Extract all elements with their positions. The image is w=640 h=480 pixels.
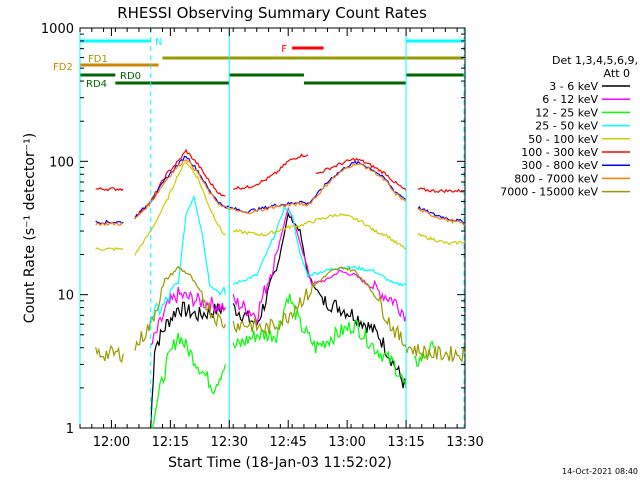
y-tick-label: 1 — [66, 422, 74, 437]
legend-item-label: 300 - 800 keV — [521, 159, 598, 172]
x-tick-label: 12:30 — [211, 435, 248, 450]
series-line-4 — [95, 247, 124, 252]
series-line-5 — [417, 187, 466, 194]
legend-header: Det 1,3,4,5,6,9, — [552, 54, 638, 67]
legend-item-label: 50 - 100 keV — [528, 133, 598, 146]
x-tick-label: 12:15 — [152, 435, 189, 450]
legend-item-label: 100 - 300 keV — [521, 146, 598, 159]
series-line-7 — [95, 221, 124, 227]
legend-subheader: Att 0 — [604, 67, 630, 80]
x-tick-label: 13:30 — [446, 435, 483, 450]
legend-item-label: 6 - 12 keV — [542, 93, 598, 106]
timestamp: 14-Oct-2021 08:40 — [562, 467, 638, 476]
series-line-3 — [232, 205, 407, 287]
y-axis-label: Count Rate (s⁻¹ detector⁻¹) — [22, 133, 38, 323]
flag-label-f: F — [281, 44, 287, 55]
x-tick-label: 13:15 — [387, 435, 424, 450]
legend-item-label: 12 - 25 keV — [535, 106, 598, 119]
series-line-8 — [232, 266, 466, 363]
x-tick-label: 12:00 — [93, 435, 130, 450]
mode-vlines — [79, 28, 465, 428]
series-line-0 — [232, 211, 407, 389]
series-line-6 — [95, 219, 124, 225]
flag-label-n: N — [155, 37, 162, 48]
series-line-7 — [417, 207, 466, 226]
flag-label-fd2: FD2 — [53, 62, 73, 73]
x-axis-ticks: 12:00 12:15 12:30 12:45 13:00 13:15 13:30 — [79, 28, 484, 450]
legend-item-label: 800 - 7000 keV — [514, 172, 598, 185]
chart-title: RHESSI Observing Summary Count Rates — [117, 4, 427, 22]
flag-label-rd0: RD0 — [120, 71, 141, 82]
series-line-0 — [150, 301, 226, 429]
series-line-1 — [150, 286, 226, 346]
series-line-7 — [134, 158, 407, 219]
series-line-4 — [417, 233, 466, 246]
flag-label-fd1: FD1 — [88, 54, 108, 65]
series-layer — [95, 148, 466, 430]
y-axis-ticks: 1 10 100 1000 — [41, 22, 465, 437]
series-line-2 — [232, 293, 407, 389]
series-line-5 — [315, 157, 407, 192]
y-tick-label: 100 — [49, 155, 74, 170]
series-line-2 — [150, 332, 226, 430]
series-line-5 — [95, 187, 124, 192]
series-line-3 — [150, 194, 226, 324]
flag-bars: N F FD1 FD2 RD0 RD4 — [53, 37, 465, 90]
legend-item-label: 3 - 6 keV — [549, 80, 598, 93]
x-axis-label: Start Time (18-Jan-03 11:52:02) — [168, 455, 392, 471]
series-line-2 — [413, 340, 435, 367]
legend-item-label: 7000 - 15000 keV — [500, 186, 598, 199]
y-tick-label: 1000 — [41, 22, 74, 37]
series-line-8 — [95, 344, 124, 363]
x-tick-label: 13:00 — [328, 435, 365, 450]
x-tick-label: 12:45 — [269, 435, 306, 450]
plot-area: N F FD1 FD2 RD0 RD4 — [53, 27, 466, 430]
legend-item-label: 25 - 50 keV — [535, 120, 598, 133]
series-line-5 — [232, 153, 309, 191]
y-tick-label: 10 — [57, 289, 74, 304]
series-line-4 — [134, 161, 226, 256]
series-line-4 — [232, 212, 407, 250]
flag-label-rd4: RD4 — [86, 79, 107, 90]
